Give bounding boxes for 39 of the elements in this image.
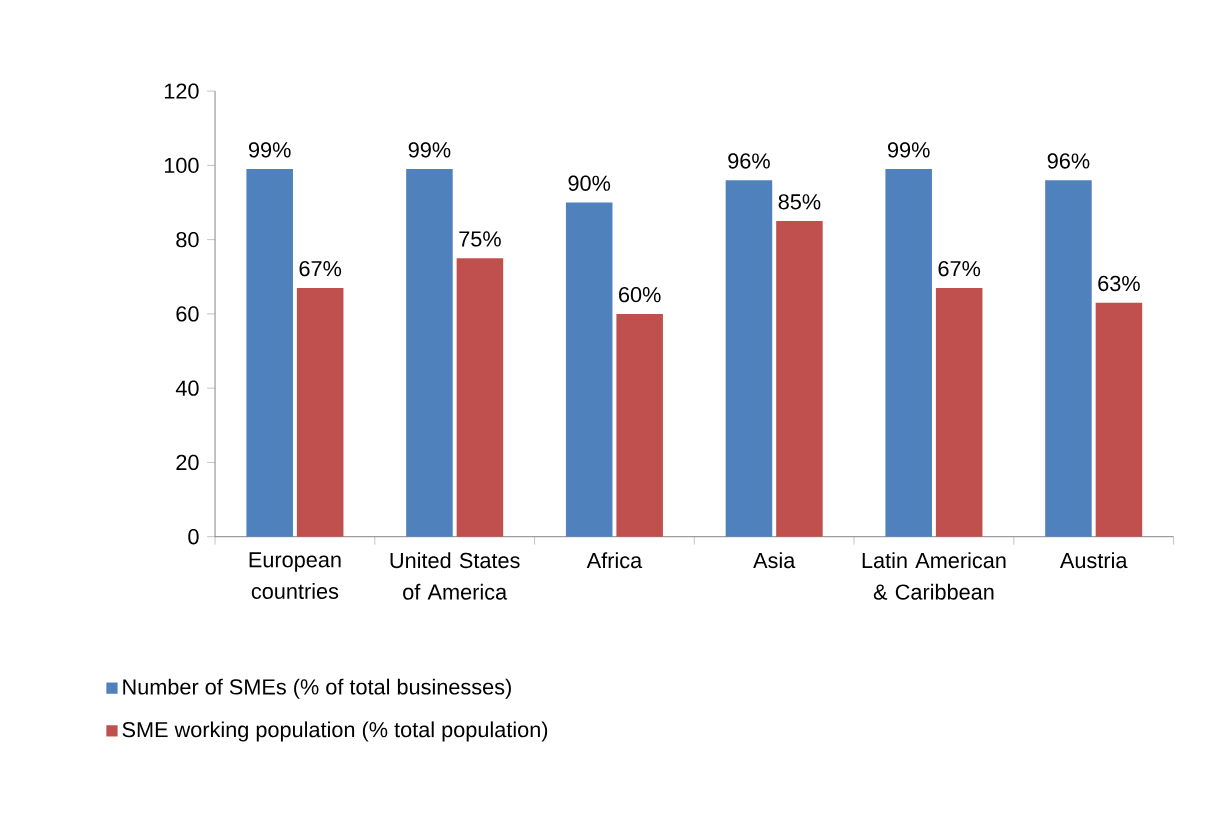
- legend-label: SME working population (% total population): [122, 721, 548, 742]
- x-tick-label: Africa: [586, 552, 643, 569]
- data-label: 99%: [248, 142, 291, 158]
- data-label: 90%: [568, 175, 611, 191]
- bar: [246, 169, 293, 537]
- y-tick-label: 20: [176, 454, 199, 471]
- x-tick-label: United States of America: [390, 552, 520, 600]
- y-tick-label: 40: [175, 380, 199, 396]
- bar: [616, 313, 663, 537]
- bar: [296, 287, 344, 537]
- bar: [456, 258, 504, 537]
- bar: [406, 169, 453, 537]
- data-label: 67%: [938, 261, 981, 277]
- bar: [725, 180, 773, 537]
- data-label: 85%: [778, 194, 821, 210]
- data-label: 96%: [728, 153, 770, 169]
- y-tick-label: 0: [188, 529, 199, 545]
- data-label: 60%: [619, 287, 661, 303]
- y-tick-label: 80: [176, 232, 199, 248]
- bar: [1095, 302, 1143, 537]
- data-label: 99%: [888, 142, 930, 158]
- y-tick-label: 60: [176, 306, 199, 322]
- bar: [776, 221, 823, 537]
- data-label: 75%: [459, 231, 501, 247]
- x-tick-label: European countries: [249, 552, 341, 600]
- data-label: 67%: [299, 261, 342, 277]
- x-tick-label: Asia: [753, 552, 796, 569]
- x-tick-label: Austria: [1059, 552, 1128, 569]
- data-label: 63%: [1098, 275, 1140, 292]
- data-label: 96%: [1047, 153, 1090, 169]
- bar: [935, 287, 983, 537]
- bar: [1045, 180, 1092, 537]
- legend-label: Number of SMEs (% of total businesses): [123, 678, 511, 699]
- y-tick-label: 120: [164, 83, 199, 99]
- y-tick-label: 100: [164, 157, 199, 174]
- bar: [565, 202, 613, 537]
- bar: [885, 169, 932, 537]
- x-tick-label: Latin American & Caribbean: [862, 552, 1006, 600]
- data-label: 99%: [408, 142, 451, 158]
